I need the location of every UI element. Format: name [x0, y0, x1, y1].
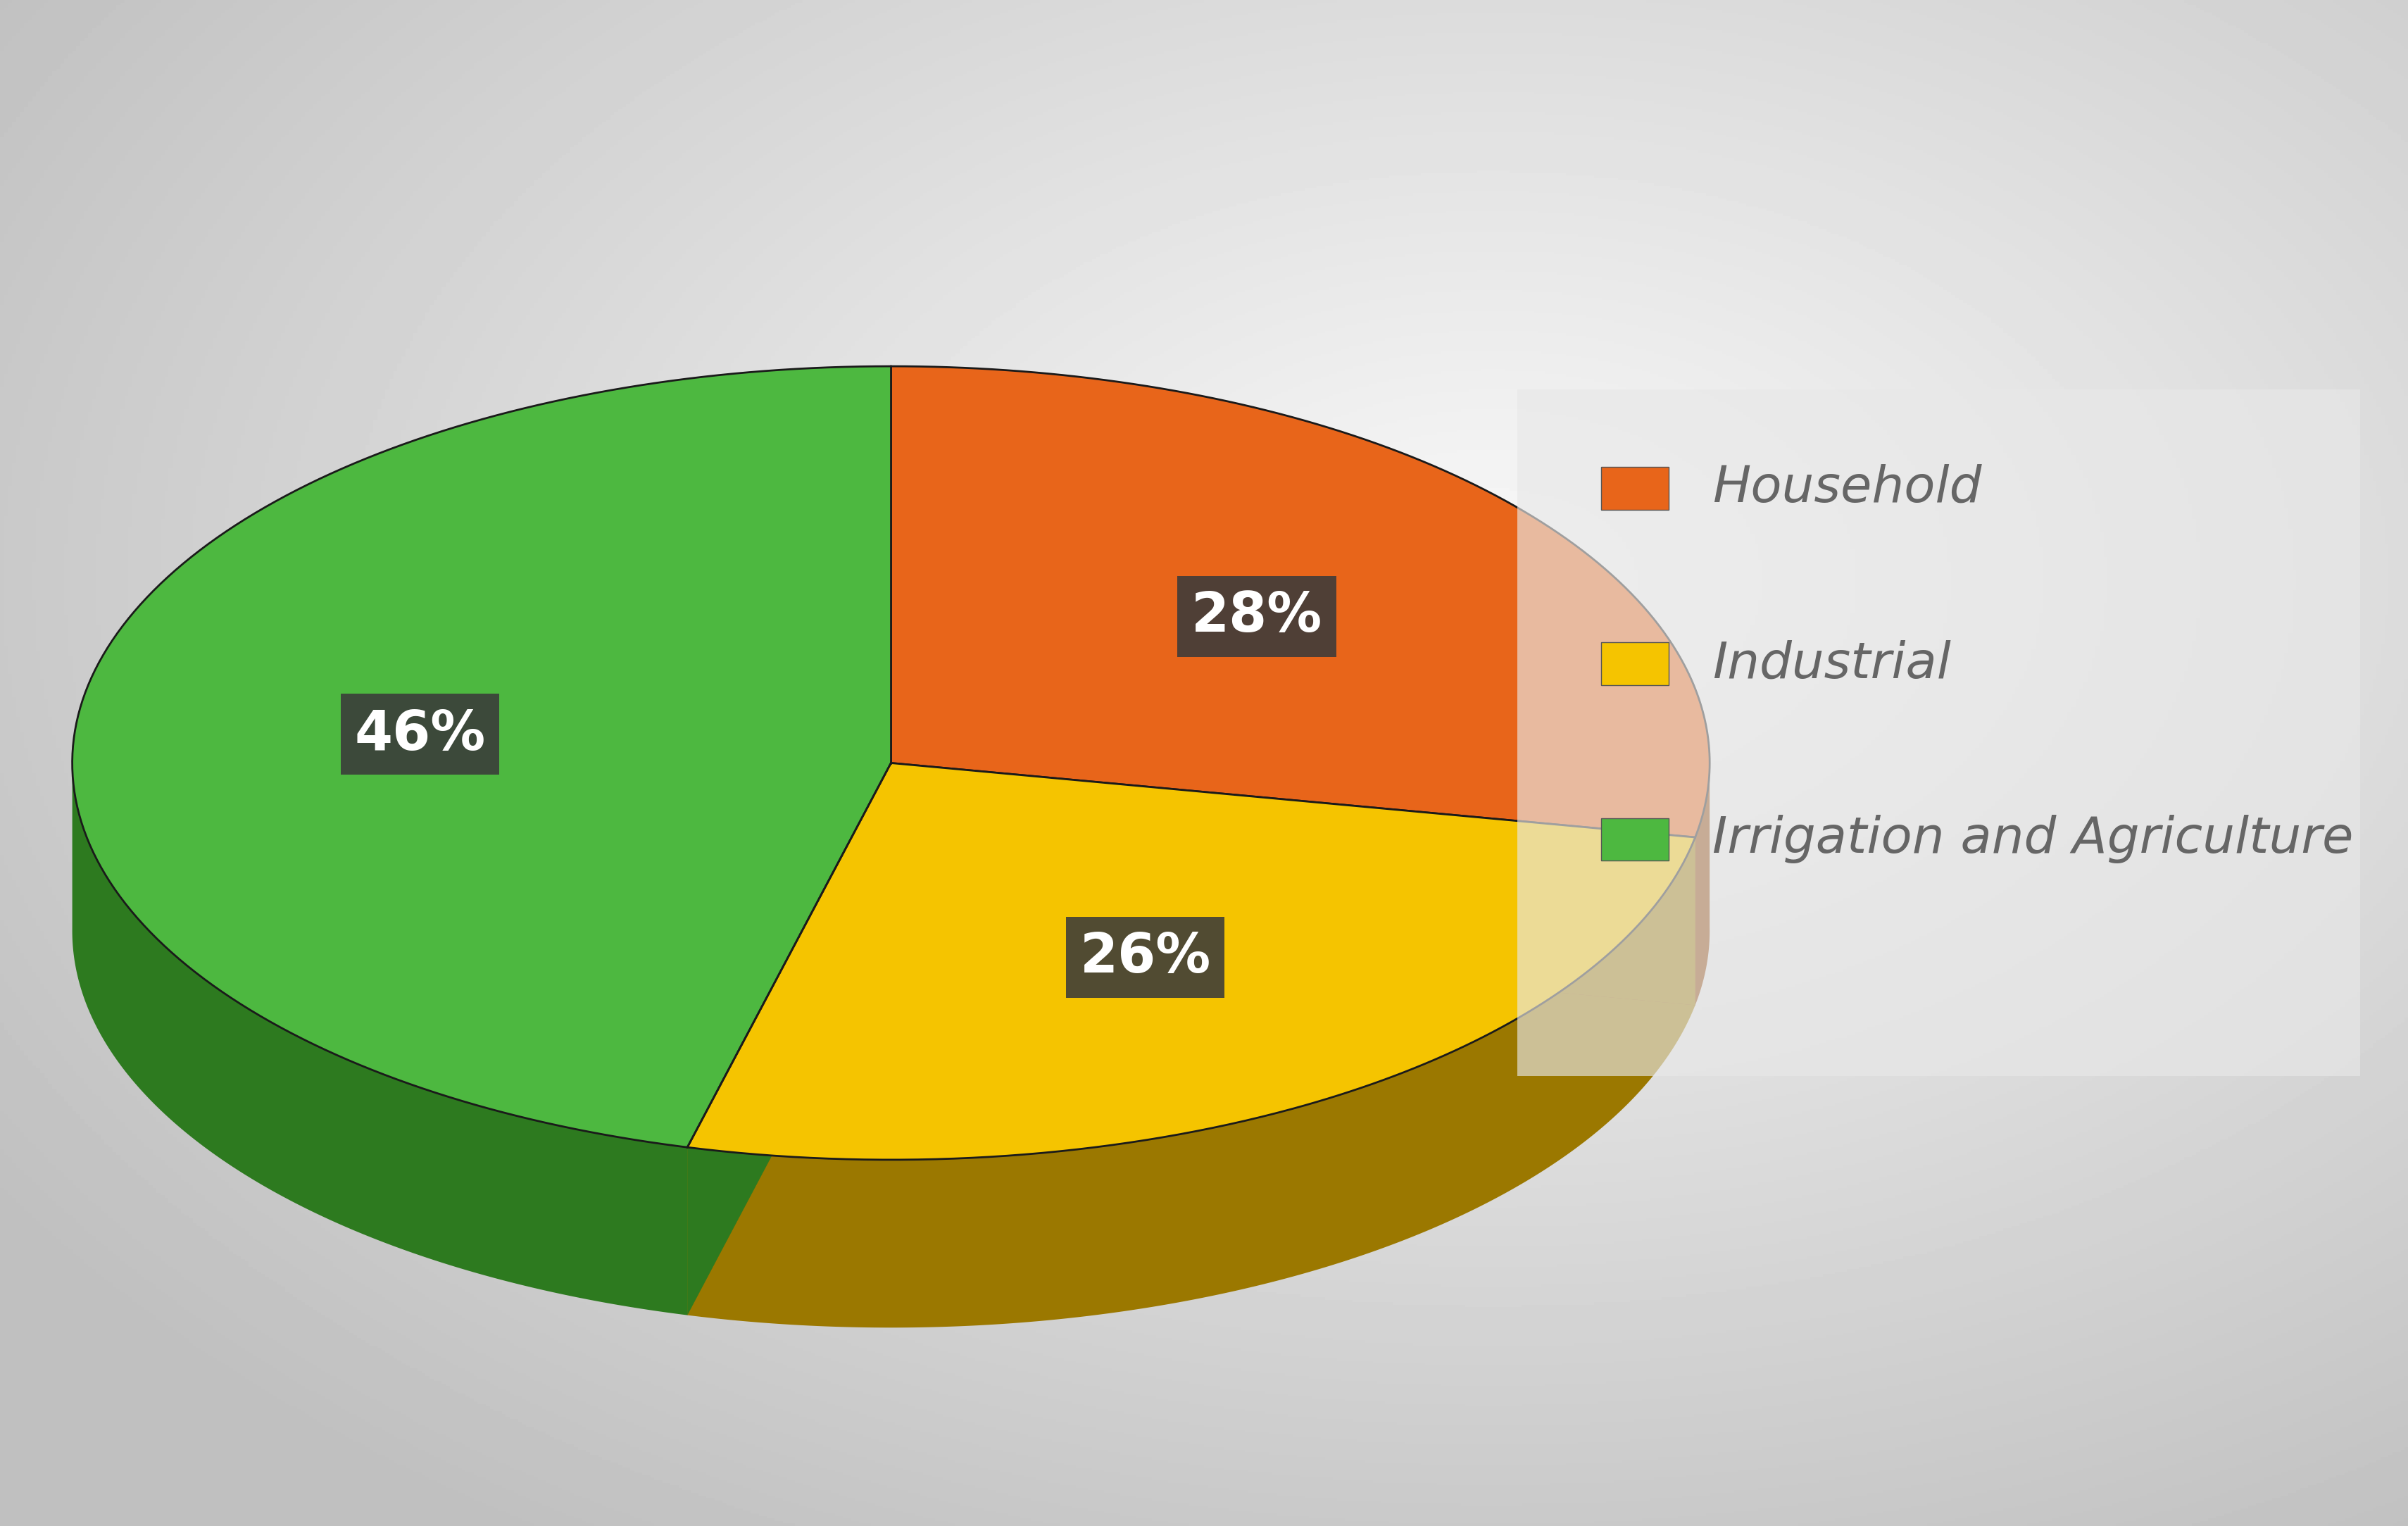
Polygon shape [72, 760, 686, 1315]
Polygon shape [686, 763, 891, 1315]
Text: Irrigation and Agriculture: Irrigation and Agriculture [1712, 815, 2353, 864]
Polygon shape [686, 763, 891, 1315]
Polygon shape [891, 763, 1695, 1006]
Polygon shape [891, 763, 1695, 1006]
Polygon shape [891, 763, 1695, 1006]
Polygon shape [686, 763, 891, 1315]
Polygon shape [1695, 758, 1710, 1006]
Bar [1601, 818, 1669, 861]
Text: 46%: 46% [354, 708, 486, 761]
Text: 26%: 26% [1079, 931, 1211, 984]
Polygon shape [686, 763, 891, 1315]
Polygon shape [686, 763, 1695, 1160]
Text: Industrial: Industrial [1712, 639, 1950, 688]
Bar [1601, 467, 1669, 510]
Text: 28%: 28% [1192, 589, 1322, 642]
Polygon shape [72, 366, 891, 1148]
Polygon shape [686, 838, 1695, 1328]
Bar [1601, 642, 1669, 685]
FancyBboxPatch shape [1517, 389, 2360, 1076]
Text: Household: Household [1712, 464, 1982, 513]
Polygon shape [891, 366, 1710, 838]
Polygon shape [891, 763, 1695, 1006]
